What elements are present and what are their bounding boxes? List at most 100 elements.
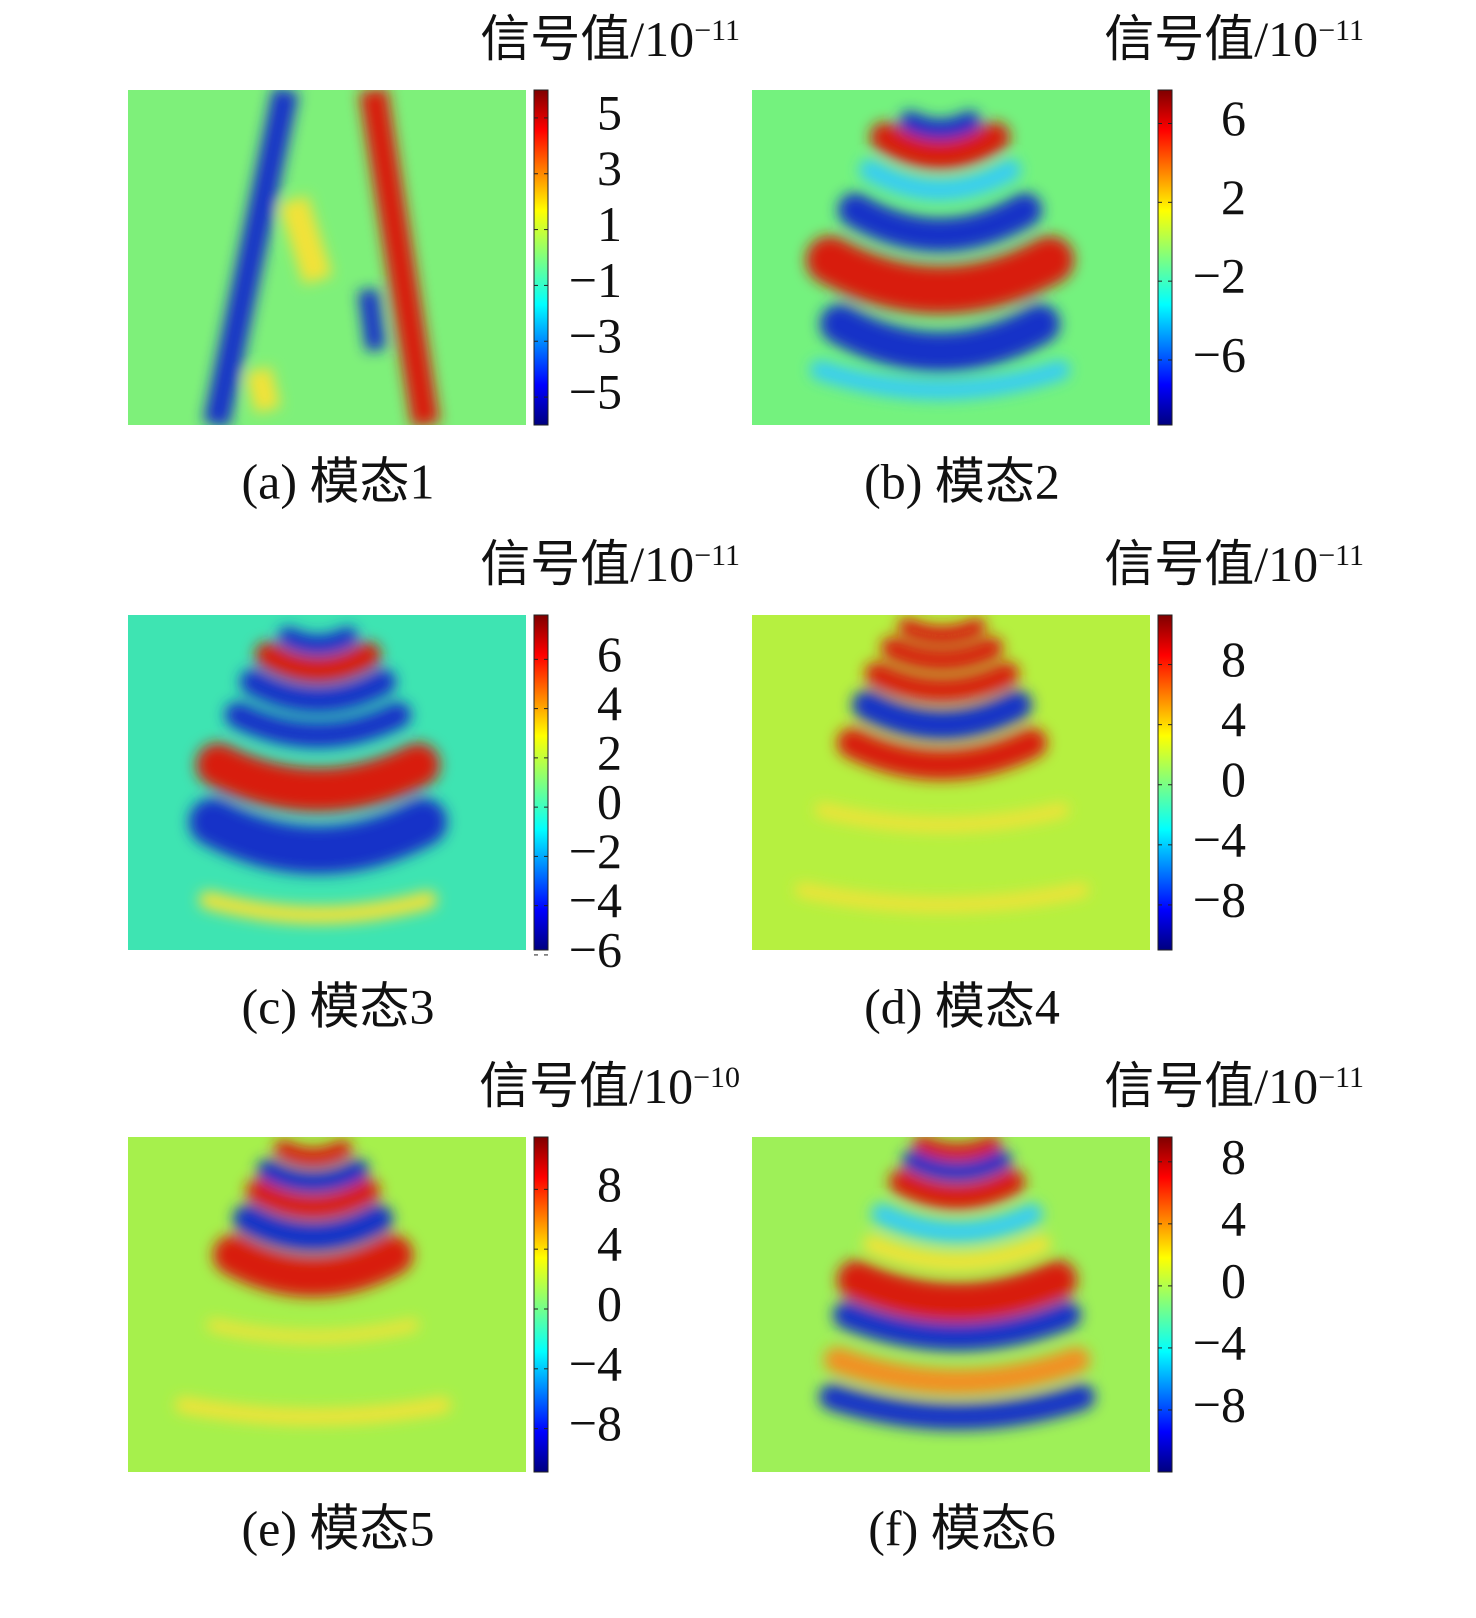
colorbar-title-base: 信号值/10	[480, 11, 694, 67]
colorbar	[1157, 614, 1173, 951]
wave-arc	[865, 662, 1019, 702]
heatmap-texture	[819, 1137, 1095, 1430]
wave-band	[203, 90, 299, 425]
colorbar-tick-label: 8	[1221, 1128, 1246, 1184]
wave-arc	[175, 1397, 451, 1425]
wave-arc	[199, 891, 437, 924]
colorbar	[533, 89, 549, 426]
wave-arc	[838, 193, 1042, 252]
wave-arc	[278, 627, 358, 655]
colorbar-title-base: 信号值/10	[479, 1058, 693, 1114]
colorbar-tick-label: 0	[1221, 1252, 1246, 1308]
wave-arc	[881, 637, 1003, 671]
colorbar-tick-label: −3	[569, 308, 622, 364]
wave-arc	[859, 159, 1021, 201]
wave-arc	[837, 1260, 1077, 1322]
colorbar-title-exponent: −11	[694, 14, 740, 47]
heatmap	[752, 1137, 1150, 1472]
colorbar-tick-label: 4	[1221, 691, 1246, 747]
colorbar-tick-label: 2	[597, 724, 622, 780]
colorbar-title-exponent: −11	[1318, 1061, 1364, 1094]
colorbar-tick-label: 0	[597, 774, 622, 830]
colorbar-title-exponent: −11	[1318, 539, 1364, 572]
colorbar	[533, 1136, 549, 1473]
heatmap	[128, 90, 526, 425]
wave-band	[245, 366, 281, 414]
colorbar-tick-label: 2	[1221, 169, 1246, 225]
panel: 840−4−8 信号值/10−11 (d) 模态4	[752, 536, 1364, 1034]
colorbar-tick-label: 8	[597, 1156, 622, 1212]
wave-arc	[225, 702, 411, 748]
wave-arc	[871, 1203, 1043, 1243]
wave-arc	[233, 1204, 393, 1252]
heatmap-background	[128, 90, 526, 425]
colorbar-tick-label: −4	[1193, 1314, 1246, 1370]
wave-arc	[902, 1150, 1012, 1182]
panel-caption: (a) 模态1	[242, 453, 435, 509]
wave-arc	[810, 360, 1070, 400]
colorbar-tick-label: 6	[1221, 90, 1246, 146]
heatmap	[128, 1137, 526, 1472]
colorbar-tick-label: 8	[1221, 631, 1246, 687]
colorbar-title: 信号值/10−11	[480, 536, 740, 592]
wave-arc	[213, 1235, 413, 1297]
colorbar	[1157, 89, 1173, 426]
wave-band	[359, 90, 440, 425]
panel-caption: (e) 模态5	[242, 1500, 435, 1556]
panel: 6 2 −2 −6 信号值/10−11 (b) 模态2	[752, 11, 1364, 509]
wave-band	[358, 288, 386, 352]
panel-caption: (f) 模态6	[868, 1500, 1055, 1556]
colorbar	[1157, 1136, 1173, 1473]
wave-arc	[795, 883, 1089, 912]
colorbar-tick-label: −4	[569, 1335, 622, 1391]
colorbar-tick-label: 4	[597, 675, 622, 731]
colorbar-tick-label: −8	[1193, 1376, 1246, 1432]
colorbar-title: 信号值/10−11	[480, 11, 740, 67]
colorbar-tick-label: 1	[597, 196, 622, 252]
wave-arc	[898, 618, 986, 644]
colorbar-tick-label: −5	[569, 364, 622, 420]
wave-arc	[255, 642, 381, 683]
wave-band	[278, 195, 333, 285]
wave-arc	[863, 1235, 1051, 1271]
colorbar-title-base: 信号值/10	[1104, 11, 1318, 67]
colorbar-tick-label: 0	[1221, 751, 1246, 807]
wave-arc	[189, 798, 447, 874]
colorbar-tick-label: 5	[597, 84, 622, 140]
colorbar-title: 信号值/10−11	[1104, 11, 1364, 67]
wave-arc	[240, 669, 396, 713]
colorbar-tick-label: −6	[1193, 326, 1246, 382]
heatmap	[752, 90, 1150, 425]
wave-arc	[852, 690, 1032, 740]
panel: 531−1−3−5 信号值/10−11 (a) 模态1	[128, 11, 740, 509]
colorbar-tick-label: −1	[569, 252, 622, 308]
colorbar-tick-label: −2	[569, 823, 622, 879]
wave-arc	[257, 1159, 369, 1193]
colorbar	[533, 614, 549, 951]
colorbar-title: 信号值/10−10	[479, 1058, 740, 1114]
heatmap-texture	[795, 618, 1089, 912]
colorbar-tick-label: −8	[569, 1395, 622, 1451]
colorbar-title: 信号值/10−11	[1104, 536, 1364, 592]
panel-caption: (c) 模态3	[242, 978, 435, 1034]
colorbar-title-base: 信号值/10	[1104, 536, 1318, 592]
wave-arc	[820, 304, 1060, 372]
wave-arc	[870, 122, 1010, 170]
wave-arc	[899, 111, 981, 141]
colorbar-tick-label: −6	[569, 921, 622, 977]
colorbar-title: 信号值/10−11	[1104, 1058, 1364, 1114]
colorbar-title-exponent: −11	[694, 539, 740, 572]
colorbar-tick-label: 0	[597, 1275, 622, 1331]
colorbar-tick-label: −4	[1193, 811, 1246, 867]
wave-arc	[806, 236, 1074, 314]
wave-arc	[815, 803, 1069, 832]
colorbar-tick-label: 4	[597, 1216, 622, 1272]
colorbar-tick-label: 6	[597, 626, 622, 682]
wave-arc	[824, 1347, 1090, 1395]
panel-caption: (d) 模态4	[864, 978, 1060, 1034]
colorbar-title-base: 信号值/10	[480, 536, 694, 592]
panel: 840−4−8 信号值/10−10 (e) 模态5	[128, 1058, 740, 1556]
wave-arc	[207, 1319, 419, 1343]
